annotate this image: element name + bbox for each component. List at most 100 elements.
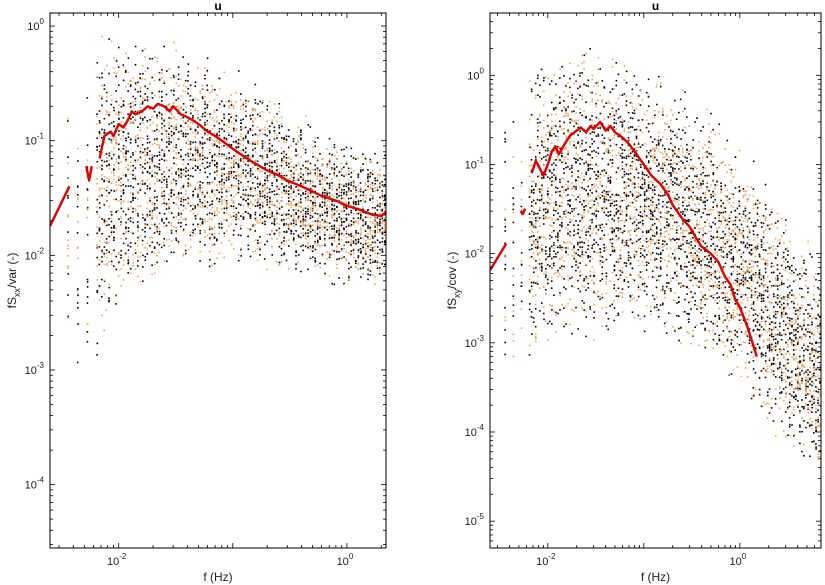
scatter-point [228, 186, 230, 189]
scatter-point [177, 196, 180, 198]
scatter-point [206, 89, 209, 91]
scatter-point [355, 234, 357, 237]
scatter-point [259, 182, 261, 185]
scatter-point [230, 157, 233, 160]
scatter-point [146, 179, 149, 181]
scatter-point [589, 275, 592, 277]
scatter-point [208, 228, 211, 231]
scatter-point [226, 207, 228, 209]
scatter-point [577, 142, 579, 144]
scatter-point [539, 188, 541, 190]
scatter-point [235, 177, 238, 180]
scatter-point [328, 226, 331, 228]
scatter-point [343, 234, 345, 236]
scatter-point [96, 246, 98, 249]
scatter-point [283, 253, 285, 256]
scatter-point [541, 187, 543, 190]
scatter-point [539, 149, 541, 152]
scatter-point [134, 177, 137, 180]
scatter-point [110, 142, 113, 144]
scatter-point [307, 159, 309, 162]
scatter-point [175, 184, 177, 187]
scatter-point [252, 177, 254, 180]
scatter-point [101, 84, 103, 87]
scatter-point [544, 76, 547, 78]
scatter-point [312, 256, 314, 258]
scatter-point [180, 149, 182, 151]
scatter-point [300, 134, 302, 136]
scatter-point [561, 151, 563, 153]
scatter-point [230, 94, 232, 96]
scatter-point [593, 203, 595, 206]
scatter-point [280, 162, 283, 164]
scatter-point [581, 142, 583, 145]
scatter-point [101, 278, 103, 281]
scatter-point [281, 158, 283, 160]
scatter-point [333, 231, 336, 233]
scatter-point [376, 264, 379, 267]
scatter-point [86, 199, 89, 201]
scatter-point [122, 264, 125, 266]
scatter-point [175, 230, 177, 232]
scatter-point [307, 124, 310, 126]
scatter-point [535, 94, 537, 97]
scatter-point [512, 267, 515, 270]
scatter-point [599, 280, 602, 282]
scatter-point [512, 240, 515, 242]
scatter-point [259, 241, 262, 244]
scatter-point [202, 149, 204, 151]
scatter-point [545, 155, 547, 158]
scatter-point [173, 76, 175, 79]
scatter-point [213, 194, 216, 197]
scatter-point [122, 191, 125, 194]
scatter-point [555, 108, 557, 110]
scatter-point [129, 102, 132, 105]
scatter-point [115, 72, 118, 74]
scatter-point [331, 194, 333, 196]
scatter-point [591, 168, 593, 170]
scatter-point [206, 161, 209, 164]
scatter-point [305, 238, 307, 240]
scatter-point [371, 202, 374, 204]
scatter-point [557, 130, 559, 133]
scatter-point [297, 205, 300, 208]
scatter-point [336, 205, 338, 208]
scatter-point [585, 160, 587, 162]
scatter-point [235, 101, 237, 103]
scatter-point [312, 204, 314, 207]
scatter-point [563, 159, 565, 161]
scatter-point [67, 214, 69, 216]
scatter-point [314, 197, 316, 199]
scatter-point [230, 116, 232, 118]
scatter-point [360, 211, 362, 213]
scatter-point [575, 106, 577, 108]
scatter-point [105, 309, 108, 311]
scatter-point [158, 71, 161, 74]
scatter-point [208, 165, 211, 167]
scatter-point [204, 218, 206, 221]
scatter-point [597, 210, 599, 213]
scatter-point [160, 181, 163, 184]
scatter-point [173, 162, 175, 165]
scatter-point [362, 219, 364, 222]
scatter-point [341, 232, 343, 235]
scatter-point [350, 184, 352, 186]
scatter-point [314, 157, 317, 159]
scatter-point [374, 223, 376, 225]
scatter-point [565, 288, 567, 290]
scatter-point [228, 113, 230, 115]
scatter-point [297, 202, 300, 205]
scatter-point [573, 224, 575, 226]
scatter-point [101, 295, 103, 298]
scatter-point [182, 56, 184, 58]
scatter-point [254, 161, 257, 163]
scatter-point [343, 191, 345, 194]
scatter-point [589, 195, 592, 197]
scatter-point [383, 183, 386, 186]
scatter-point [271, 170, 273, 172]
scatter-point [579, 220, 581, 222]
scatter-point [362, 256, 364, 258]
scatter-point [573, 251, 575, 254]
scatter-point [254, 205, 257, 207]
scatter-point [180, 124, 182, 127]
